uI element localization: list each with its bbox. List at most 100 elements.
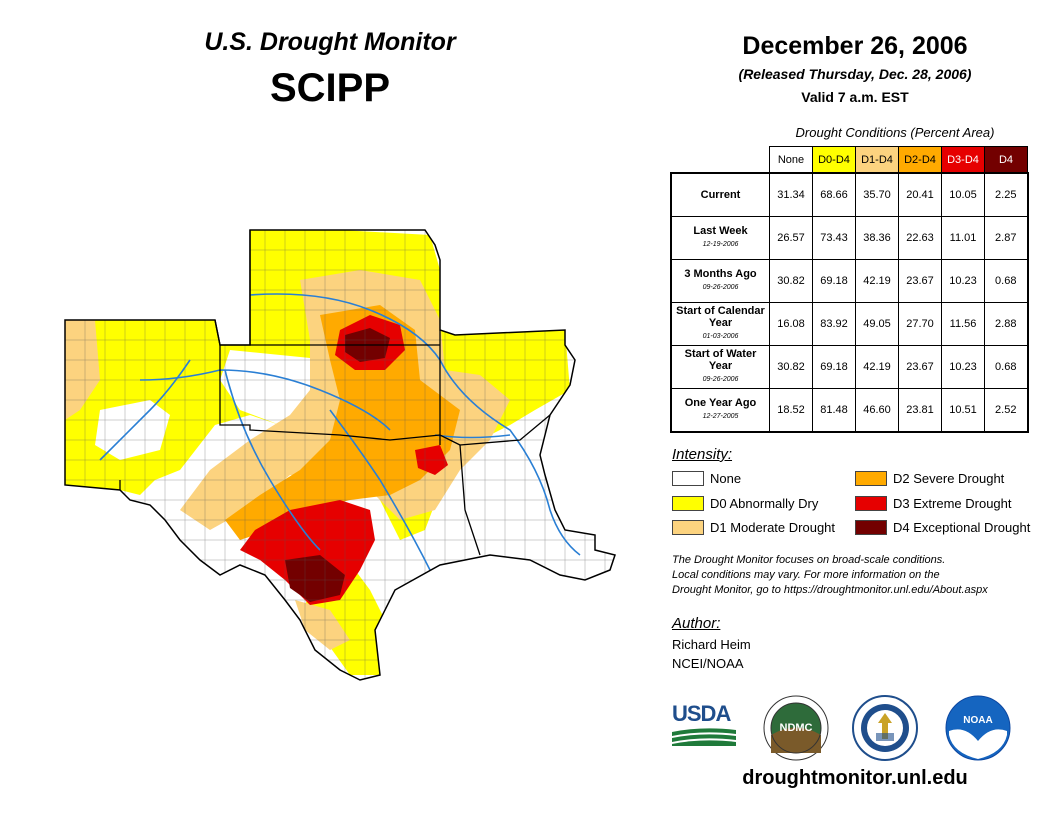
table-cell: 11.56: [941, 302, 985, 346]
drought-conditions-table: None D0-D4 D1-D4 D2-D4 D3-D4 D4 Current 31.34 6…: [670, 146, 1029, 433]
column-header: D3-D4: [941, 146, 985, 174]
row-label-date: 09-26-2006: [702, 284, 739, 291]
legend-label: None: [710, 471, 742, 486]
usda-logo-text: USDA: [672, 701, 731, 726]
table-cell: 30.82: [769, 259, 813, 303]
author-title: Author:: [672, 615, 721, 632]
disclaimer-line: The Drought Monitor focuses on broad-sca…: [672, 554, 946, 566]
website-url[interactable]: droughtmonitor.unl.edu: [742, 767, 968, 789]
release-date: (Released Thursday, Dec. 28, 2006): [738, 66, 972, 82]
table-cell: 73.43: [812, 216, 856, 260]
table-cell: 10.23: [941, 259, 985, 303]
table-cell: 2.25: [984, 172, 1028, 217]
table-cell: 0.68: [984, 345, 1028, 389]
row-label-text: Current: [700, 189, 741, 201]
commerce-seal-logo: [852, 695, 918, 761]
usda-logo-stripes: [672, 728, 736, 746]
table-cell: 23.67: [898, 345, 942, 389]
row-label: Last Week 12-19-2006: [670, 216, 770, 260]
disclaimer-line: Local conditions may vary. For more info…: [672, 569, 940, 581]
region-outline: [64, 229, 616, 681]
d2-severe-drought-area: [225, 305, 460, 540]
row-label-date: 09-26-2006: [702, 376, 739, 383]
table-cell: 23.67: [898, 259, 942, 303]
legend-item: D4 Exceptional Drought: [855, 519, 1030, 536]
table-cell: 42.19: [855, 345, 899, 389]
table-cell: 35.70: [855, 172, 899, 217]
d1-moderate-drought-area-south: [295, 600, 350, 650]
noaa-logo: NOAA: [945, 695, 1011, 761]
row-label: Start of Calendar Year 01-03-2006: [670, 302, 770, 346]
legend-label: D3 Extreme Drought: [893, 496, 1012, 511]
d4-exceptional-drought-area-texas: [285, 555, 345, 602]
table-corner: [671, 146, 770, 173]
legend-label: D2 Severe Drought: [893, 471, 1005, 486]
legend-swatch: [672, 520, 704, 535]
row-label-text: One Year Ago: [684, 397, 757, 409]
table-cell: 69.18: [812, 259, 856, 303]
table-cell: 26.57: [769, 216, 813, 260]
valid-time: Valid 7 a.m. EST: [801, 89, 909, 105]
drought-map: [64, 229, 616, 681]
row-label: Start of Water Year 09-26-2006: [670, 345, 770, 389]
table-cell: 11.01: [941, 216, 985, 260]
table-cell: 22.63: [898, 216, 942, 260]
table-cell: 18.52: [769, 388, 813, 433]
row-label-date: 01-03-2006: [702, 333, 739, 340]
legend-item: D0 Abnormally Dry: [672, 495, 818, 512]
table-cell: 38.36: [855, 216, 899, 260]
row-label-date: 12-27-2005: [702, 413, 739, 420]
ndmc-logo: NDMC: [763, 695, 829, 761]
table-cell: 16.08: [769, 302, 813, 346]
usda-logo: USDA: [672, 702, 736, 748]
d1-moderate-drought-area-west: [65, 320, 100, 420]
author-org: NCEI/NOAA: [672, 656, 744, 671]
disclaimer: The Drought Monitor focuses on broad-sca…: [672, 553, 1042, 598]
row-label-text: Start of Calendar Year: [676, 305, 765, 329]
legend-swatch: [855, 471, 887, 486]
table-cell: 81.48: [812, 388, 856, 433]
table-cell: 0.68: [984, 259, 1028, 303]
row-label: 3 Months Ago 09-26-2006: [670, 259, 770, 303]
table-cell: 10.23: [941, 345, 985, 389]
column-header: D0-D4: [812, 146, 856, 174]
column-header: D2-D4: [898, 146, 942, 174]
table-row: Current 31.34 68.66 35.70 20.41 10.05 2.25: [670, 172, 1028, 217]
table-cell: 20.41: [898, 172, 942, 217]
row-label: One Year Ago 12-27-2005: [670, 388, 770, 433]
legend-label: D1 Moderate Drought: [710, 520, 836, 535]
legend-item: None: [672, 470, 741, 487]
table-cell: 42.19: [855, 259, 899, 303]
table-cell: 30.82: [769, 345, 813, 389]
table-cell: 2.52: [984, 388, 1028, 433]
no-drought-patch: [95, 400, 170, 460]
table-row: 3 Months Ago 09-26-2006 30.82 69.18 42.19 23.…: [670, 259, 1028, 303]
legend-item: D1 Moderate Drought: [672, 519, 835, 536]
noaa-logo-text: NOAA: [963, 715, 992, 726]
table-cell: 27.70: [898, 302, 942, 346]
table-cell: 83.92: [812, 302, 856, 346]
table-cell: 2.87: [984, 216, 1028, 260]
table-row: Start of Calendar Year 01-03-2006 16.08 83.…: [670, 302, 1028, 346]
table-row: One Year Ago 12-27-2005 18.52 81.48 46.60 23.…: [670, 388, 1028, 433]
row-label-date: 12-19-2006: [702, 241, 739, 248]
column-header: D4: [984, 146, 1028, 174]
row-label-text: Start of Water Year: [684, 348, 757, 372]
table-caption: Drought Conditions (Percent Area): [795, 125, 995, 140]
map-date: December 26, 2006: [742, 32, 968, 60]
column-header: D1-D4: [855, 146, 899, 174]
table-cell: 2.88: [984, 302, 1028, 346]
disclaimer-line: Drought Monitor, go to https://droughtmo…: [672, 584, 988, 596]
state-boundaries: [119, 230, 551, 556]
table-row: Last Week 12-19-2006 26.57 73.43 38.36 22.63 1…: [670, 216, 1028, 260]
table-header-row: None D0-D4 D1-D4 D2-D4 D3-D4 D4: [671, 146, 1028, 174]
author-name: Richard Heim: [672, 637, 751, 652]
table-cell: 10.05: [941, 172, 985, 217]
table-cell: 68.66: [812, 172, 856, 217]
legend-title: Intensity:: [672, 446, 733, 463]
table-cell: 46.60: [855, 388, 899, 433]
ndmc-logo-text: NDMC: [780, 722, 813, 734]
legend-swatch: [672, 471, 704, 486]
legend-swatch: [855, 496, 887, 511]
table-cell: 49.05: [855, 302, 899, 346]
